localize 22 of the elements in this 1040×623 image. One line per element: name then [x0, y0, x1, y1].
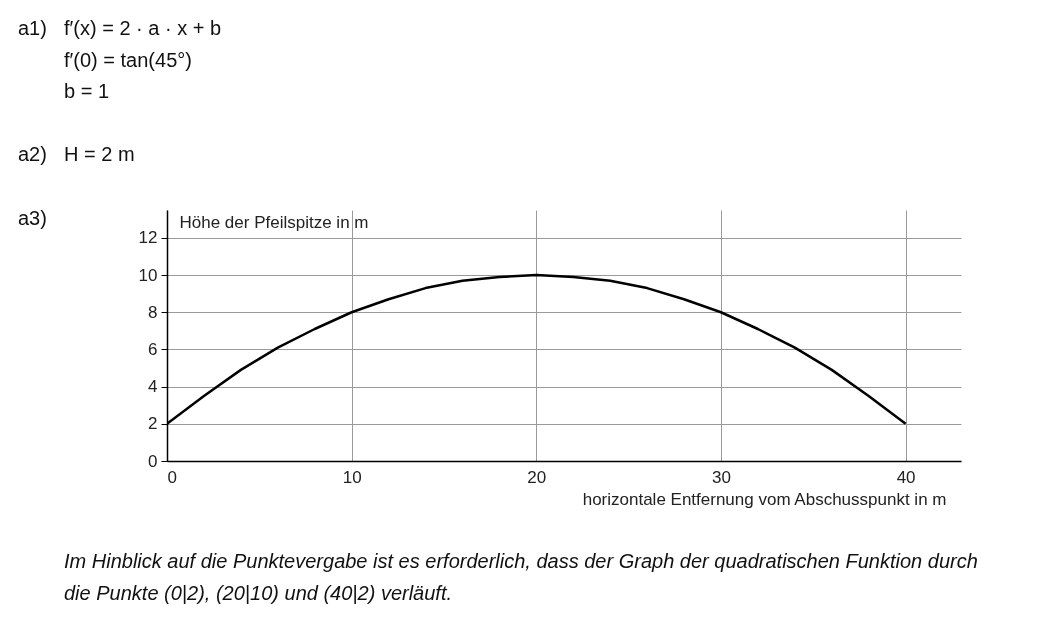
- text: f′(x) = 2 · a · x + b: [64, 17, 222, 40]
- text: Im Hinblick auf die Punktevergabe ist es erforderlich, dass der Graph der quadratischen Funktion durch die Punkte (0|2), (20|10) und (40|2) verläuft.: [64, 549, 979, 606]
- y-tick-label: 10: [138, 265, 158, 285]
- y-tick-label: 0: [148, 451, 158, 471]
- y-tick-label: 2: [148, 414, 158, 434]
- text: f′(0) = tan(45°): [64, 49, 192, 72]
- y-tick-label: 4: [148, 377, 158, 397]
- x-tick-label: 20: [527, 467, 547, 487]
- text: a2): [18, 143, 47, 166]
- text: a3): [18, 207, 47, 230]
- x-tick-label: 0: [167, 467, 177, 487]
- y-axis-title: Höhe der Pfeilspitze in m: [179, 212, 369, 232]
- y-tick-label: 12: [138, 228, 158, 248]
- y-tick-label: 8: [148, 302, 158, 322]
- y-tick-label: 6: [148, 339, 158, 359]
- x-tick-label: 10: [342, 467, 362, 487]
- x-tick-label: 30: [711, 467, 731, 487]
- text: H = 2 m: [64, 143, 135, 166]
- x-axis-title: horizontale Entfernung vom Abschusspunkt in m: [582, 489, 947, 509]
- text: a1): [18, 17, 47, 40]
- x-tick-label: 40: [896, 467, 916, 487]
- text: b = 1: [64, 80, 110, 103]
